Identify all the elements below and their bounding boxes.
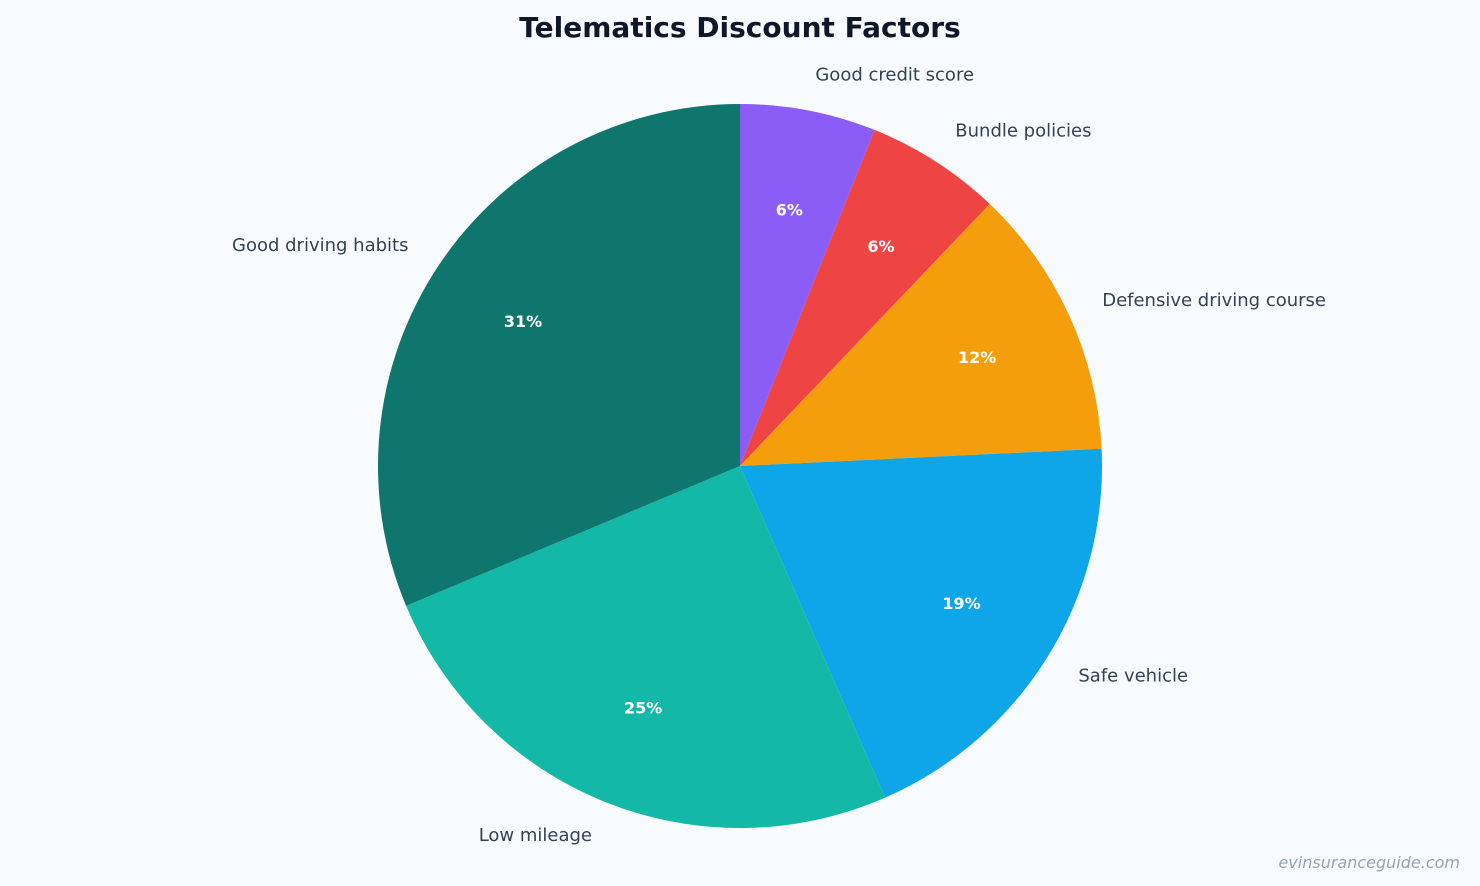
slice-category-label: Safe vehicle: [1078, 665, 1188, 686]
slice-category-label: Good driving habits: [232, 235, 408, 256]
slice-percent-label: 25%: [624, 698, 662, 717]
slice-percent-label: 12%: [958, 348, 996, 367]
watermark: evinsuranceguide.com: [1278, 853, 1460, 872]
pie-slice: [378, 104, 740, 606]
slice-category-label: Good credit score: [815, 64, 974, 85]
slice-percent-label: 19%: [942, 594, 980, 613]
pie-slice: [740, 448, 1102, 798]
pie-slice: [740, 204, 1102, 466]
slice-percent-label: 6%: [776, 201, 803, 220]
slice-category-label: Low mileage: [479, 825, 592, 846]
pie-slice: [740, 104, 875, 466]
slice-percent-label: 31%: [504, 312, 542, 331]
chart-title: Telematics Discount Factors: [519, 11, 960, 44]
slice-percent-label: 6%: [867, 237, 894, 256]
slice-category-label: Bundle policies: [955, 121, 1091, 142]
slice-category-label: Defensive driving course: [1102, 290, 1326, 311]
pie-slice: [740, 129, 990, 467]
pie-slice: [406, 466, 886, 829]
